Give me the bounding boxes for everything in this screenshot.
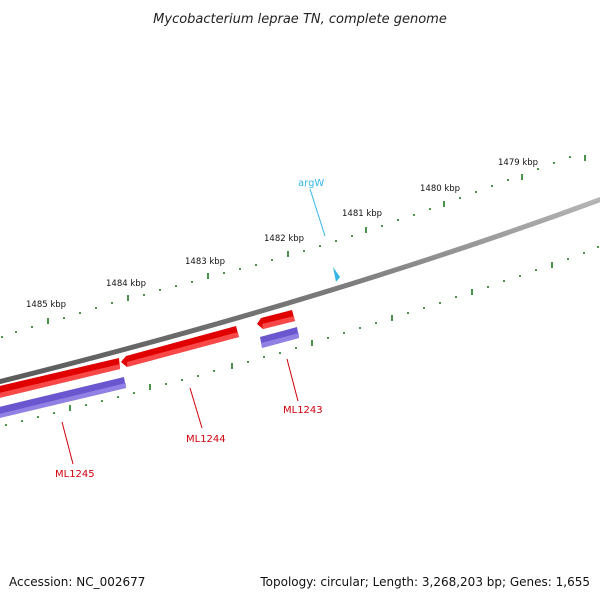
ML1244-leader-line [189, 387, 203, 429]
argW-feature[interactable]: argW [298, 178, 340, 282]
kbp-label: 1481 kbp [342, 209, 382, 219]
ML1243-annotation: ML1243 [283, 358, 323, 416]
ML1243-leader-line [286, 358, 299, 402]
kbp-label: 1480 kbp [420, 184, 460, 194]
map-title: Mycobacterium leprae TN, complete genome [153, 12, 447, 27]
reverse-strand-genes [0, 327, 299, 419]
trna-arrow-icon [333, 267, 340, 282]
ML1244-forward-arrow[interactable] [121, 326, 239, 367]
ML1245-forward-arrow[interactable] [0, 358, 120, 399]
kbp-label: 1482 kbp [264, 234, 304, 244]
ML1245-annotation: ML1245 [55, 421, 95, 480]
kbp-label: 1485 kbp [26, 300, 66, 310]
ML1243-reverse-bar[interactable] [260, 327, 299, 348]
ML1243-forward-arrow[interactable] [257, 310, 295, 329]
genome-backbone [0, 197, 600, 385]
kbp-label: 1484 kbp [106, 279, 146, 289]
outer-ruler-track [1, 155, 586, 338]
ML1245-leader-line [61, 421, 74, 465]
ML1245-reverse-bar[interactable] [0, 377, 126, 419]
argW-leader-line [309, 188, 326, 237]
ruler-labels: 1479 kbp 1480 kbp 1481 kbp 1482 kbp 1483… [26, 158, 538, 310]
kbp-label: 1479 kbp [498, 158, 538, 168]
kbp-label: 1483 kbp [185, 257, 225, 267]
ML1243-label: ML1243 [283, 405, 323, 416]
accession-text: Accession: NC_002677 [9, 575, 146, 589]
ML1244-annotation: ML1244 [186, 387, 226, 445]
genome-summary-text: Topology: circular; Length: 3,268,203 bp… [260, 575, 590, 589]
forward-strand-genes [0, 310, 295, 399]
ML1245-label: ML1245 [55, 469, 95, 480]
ML1244-label: ML1244 [186, 434, 226, 445]
argW-label: argW [298, 178, 324, 189]
inner-ruler-track [5, 246, 599, 426]
